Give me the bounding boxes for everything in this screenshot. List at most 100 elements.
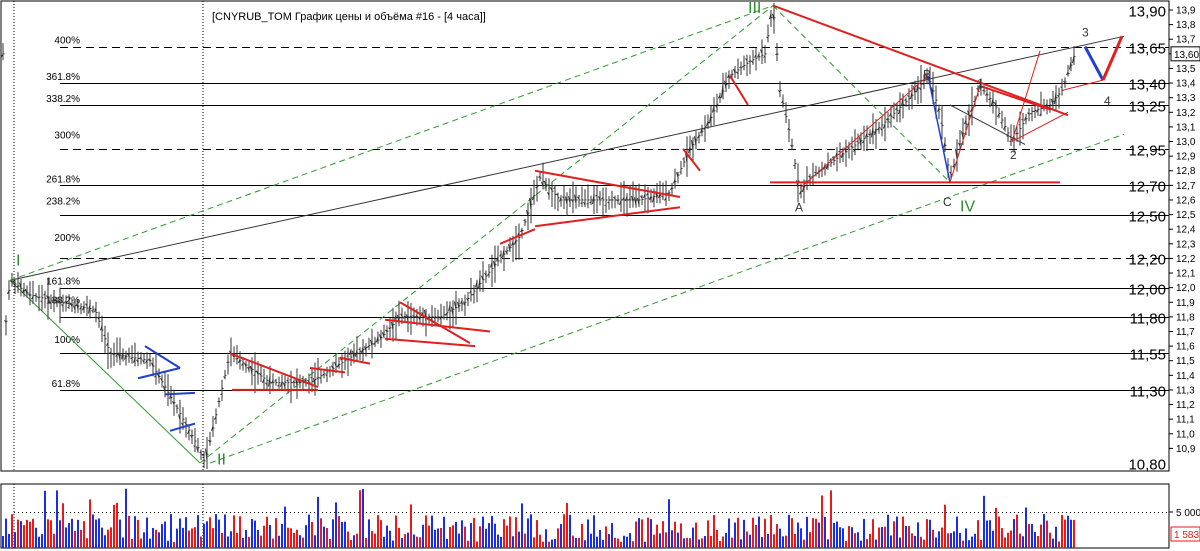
price-bar [919, 64, 923, 104]
last-volume-box [1170, 526, 1200, 542]
price-bar [781, 94, 785, 108]
last-volume-label: 1 583 [1174, 530, 1199, 541]
price-bar [73, 299, 77, 314]
axis-tick-label: 11,0 [1176, 429, 1195, 440]
wave-label: A [795, 201, 803, 215]
price-bar [265, 375, 269, 390]
price-bar [451, 300, 455, 327]
level-label: 12,70 [1128, 179, 1166, 196]
price-bar [478, 270, 482, 292]
price-bar [10, 272, 14, 287]
price-bar [778, 81, 782, 98]
wave-label: I [16, 253, 20, 270]
price-bar [697, 131, 701, 144]
axis-tick-label: 11,7 [1176, 327, 1195, 338]
price-bar [91, 305, 95, 314]
price-bar [688, 135, 692, 156]
pattern-line [164, 391, 196, 396]
price-bar [43, 290, 47, 309]
axis-tick-label: 11,1 [1176, 415, 1195, 426]
pattern-line [309, 367, 346, 374]
wave-line [9, 279, 201, 464]
pattern-line [169, 422, 196, 432]
price-bar [1000, 110, 1004, 129]
wave-label: C [943, 195, 952, 209]
price-bar [19, 279, 23, 297]
axis-tick-label: 12,9 [1176, 152, 1196, 163]
price-bar [1066, 64, 1070, 77]
price-bar [556, 192, 560, 212]
wave-label: 3 [1082, 25, 1089, 39]
price-bar [739, 61, 743, 76]
price-bar [604, 187, 608, 214]
pattern-line [1011, 111, 1069, 142]
pattern-line [1011, 50, 1041, 142]
axis-tick-label: 12,6 [1176, 195, 1196, 206]
price-bar [22, 282, 26, 297]
price-bar [1051, 90, 1055, 109]
price-bar [61, 294, 65, 312]
volume-tick-label: 5 000 [1176, 508, 1200, 519]
price-bar [112, 342, 116, 366]
price-bar [487, 264, 491, 278]
axis-tick-label: 13,9 [1176, 6, 1196, 17]
price-bar [337, 356, 341, 369]
price-bar [733, 66, 737, 79]
price-bar [238, 351, 242, 370]
price-bar [790, 138, 794, 151]
price-bar [751, 49, 755, 65]
price-bar [559, 195, 563, 207]
pattern-line [499, 228, 536, 245]
axis-tick-label: 12,2 [1176, 254, 1196, 265]
axis-tick-label: 13,3 [1176, 93, 1196, 104]
fib-label: 338.2% [46, 94, 80, 105]
fib-label: 200% [54, 233, 80, 244]
price-bar [481, 261, 485, 293]
price-bar [322, 369, 326, 379]
price-bar [64, 295, 68, 312]
price-bar [670, 182, 674, 195]
price-bar [553, 185, 557, 210]
price-bar [580, 186, 584, 207]
axis-tick-label: 13,4 [1176, 79, 1196, 90]
price-bar [676, 171, 680, 184]
price-bar [85, 295, 89, 317]
price-bar [145, 352, 149, 369]
fib-label: 238.2% [46, 196, 80, 207]
wave-label: 4 [1104, 94, 1111, 108]
price-bar [358, 347, 362, 361]
channel-line [9, 5, 774, 281]
price-bar [331, 361, 335, 377]
fib-label: 361.8% [46, 72, 80, 83]
price-bar [643, 184, 647, 212]
price-bar [376, 331, 380, 345]
price-bar [100, 315, 104, 343]
pattern-line [384, 318, 491, 333]
price-bar [76, 299, 80, 313]
level-label: 13,90 [1128, 4, 1166, 21]
level-label: 12,50 [1128, 209, 1166, 226]
price-bar [274, 378, 278, 386]
pattern-line [339, 356, 371, 365]
price-bar [598, 191, 602, 206]
price-bar [139, 351, 143, 365]
axis-tick-label: 12,0 [1176, 283, 1196, 294]
price-bar [418, 306, 422, 324]
price-bar [280, 374, 284, 391]
price-bar [997, 107, 1001, 119]
price-bar [691, 137, 695, 162]
price-bar [388, 318, 392, 338]
price-bar [298, 374, 302, 389]
price-bar [715, 93, 719, 113]
price-bar [439, 303, 443, 326]
wave-label: B [923, 68, 931, 82]
axis-tick-label: 10,9 [1176, 444, 1196, 455]
pattern-line [682, 148, 701, 172]
price-bar [316, 357, 320, 386]
price-pane [0, 0, 1170, 472]
price-bar [379, 329, 383, 348]
pattern-line [1061, 79, 1104, 91]
level-label: 11,80 [1130, 311, 1166, 328]
price-bar [940, 105, 944, 140]
